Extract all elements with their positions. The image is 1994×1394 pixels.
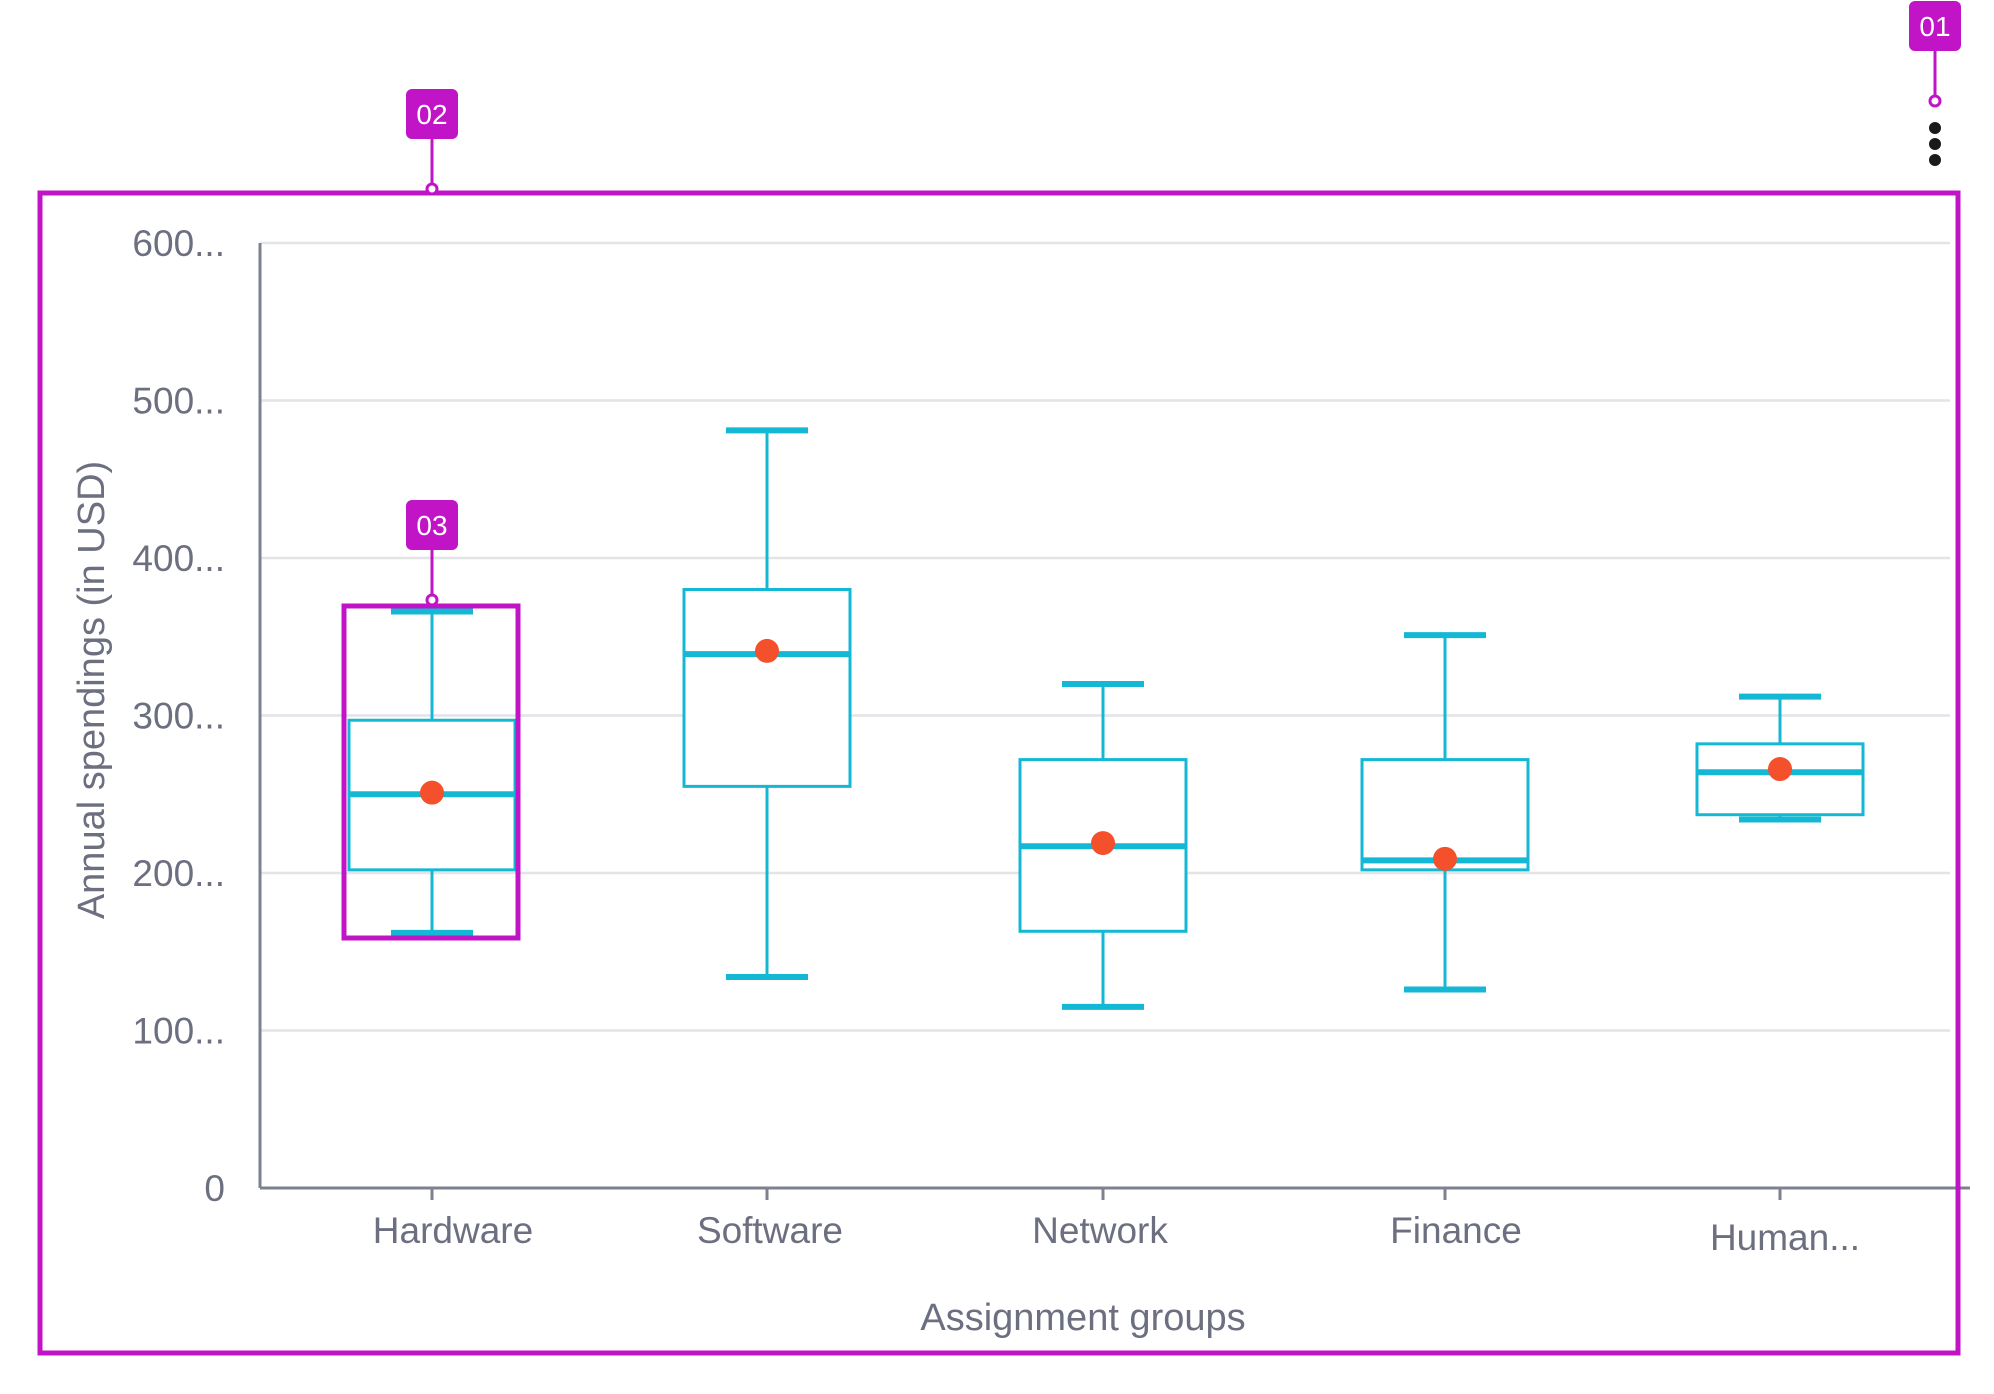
x-tick-label: Software: [697, 1210, 843, 1251]
mean-marker: [1091, 831, 1115, 856]
callout-anchor-dot: [1928, 94, 1942, 108]
mean-marker: [755, 638, 779, 663]
box-software: [682, 427, 852, 980]
callout-03: 03: [406, 500, 458, 607]
mean-marker: [1768, 757, 1792, 782]
x-tick-label: Network: [1032, 1210, 1168, 1251]
mean-marker: [1433, 846, 1457, 871]
more-vertical-icon: [1929, 154, 1941, 166]
y-tick-labels: 0 100... 200... 300... 400... 500... 600...: [132, 223, 225, 1209]
x-tick-label: Finance: [1390, 1210, 1522, 1251]
more-vertical-icon: [1929, 122, 1941, 134]
more-vertical-icon: [1929, 138, 1941, 150]
callout-badge: [406, 89, 458, 139]
callout-label: 02: [416, 99, 447, 130]
y-tick-label: 600...: [132, 223, 225, 264]
y-tick-label: 400...: [132, 538, 225, 579]
x-tick-label: Human...: [1710, 1217, 1860, 1258]
callout-01: 01: [1909, 1, 1961, 108]
callout-badge: [1909, 1, 1961, 51]
callout-label: 01: [1919, 11, 1950, 42]
y-tick-label: 500...: [132, 381, 225, 422]
x-axis-title: Assignment groups: [920, 1297, 1245, 1339]
y-tick-label: 100...: [132, 1011, 225, 1052]
axes: [258, 243, 1970, 1190]
y-axis-title: Annual spendings (in USD): [71, 461, 113, 919]
callout-badge: [406, 500, 458, 550]
more-options-button[interactable]: [1929, 122, 1941, 166]
box-hardware: [347, 608, 517, 936]
x-tick-labels: Hardware Software Network Finance Human...: [373, 1188, 1860, 1258]
callout-02: 02: [406, 89, 458, 196]
mean-marker: [420, 780, 444, 805]
x-tick-label: Hardware: [373, 1210, 533, 1251]
callout-anchor-dot: [425, 593, 439, 607]
callout-label: 03: [416, 510, 447, 541]
iqr-box: [682, 588, 852, 788]
box-finance: [1360, 632, 1530, 993]
grid-lines: [260, 241, 1950, 1032]
y-tick-label: 300...: [132, 696, 225, 737]
callout-anchor-dot: [425, 182, 439, 196]
box-human: [1695, 693, 1865, 823]
boxes: [347, 427, 1865, 1010]
y-tick-label: 200...: [132, 853, 225, 894]
chart-annotation-frame: [37, 190, 1961, 1356]
box-network: [1018, 681, 1188, 1010]
y-tick-label: 0: [204, 1168, 225, 1209]
